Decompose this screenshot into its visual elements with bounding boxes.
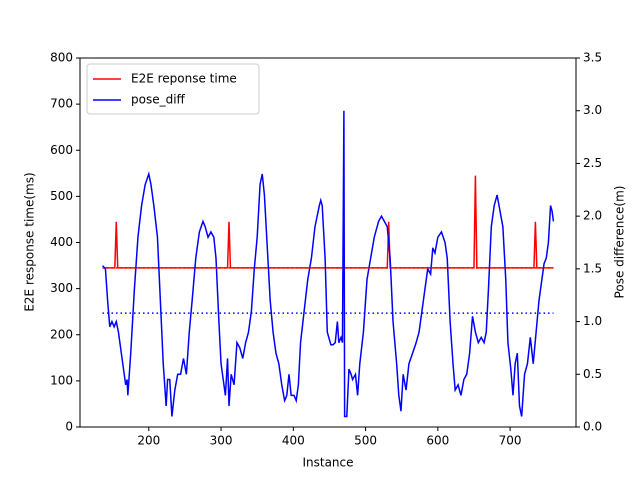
y-tick-label: 700	[50, 97, 73, 111]
y-tick-label: 400	[50, 235, 73, 249]
x-tick-label: 600	[426, 434, 449, 448]
x-axis-label: Instance	[302, 456, 353, 470]
data-line	[101, 110, 555, 418]
x-tick-label: 500	[354, 434, 377, 448]
x-tick-label: 700	[499, 434, 522, 448]
x-tick-label: 300	[210, 434, 233, 448]
y2-tick-label: 0.0	[583, 420, 602, 434]
y2-tick-label: 1.0	[583, 314, 602, 328]
y-tick-label: 100	[50, 373, 73, 387]
y2-tick-label: 1.5	[583, 261, 602, 275]
y-tick-label: 200	[50, 327, 73, 341]
data-line	[102, 175, 554, 269]
plot-frame	[79, 57, 577, 428]
y-tick-label: 600	[50, 143, 73, 157]
x-tick-label: 400	[282, 434, 305, 448]
y2-tick-label: 3.0	[583, 103, 602, 117]
y2-tick-label: 2.5	[583, 156, 602, 170]
y2-axis-label: Pose difference(m)	[613, 186, 627, 299]
y2-tick-label: 2.0	[583, 209, 602, 223]
y-axis-label: E2E response time(ms)	[23, 172, 37, 311]
legend-label: pose_diff	[131, 93, 186, 107]
y-tick-label: 0	[65, 420, 73, 434]
legend-box	[86, 63, 260, 115]
y-tick-label: 800	[50, 51, 73, 65]
y-tick-label: 300	[50, 281, 73, 295]
y2-tick-label: 3.5	[583, 51, 602, 65]
legend-label: E2E reponse time	[131, 72, 237, 86]
y-tick-label: 500	[50, 189, 73, 203]
y2-tick-label: 0.5	[583, 367, 602, 381]
x-tick-label: 200	[137, 434, 160, 448]
